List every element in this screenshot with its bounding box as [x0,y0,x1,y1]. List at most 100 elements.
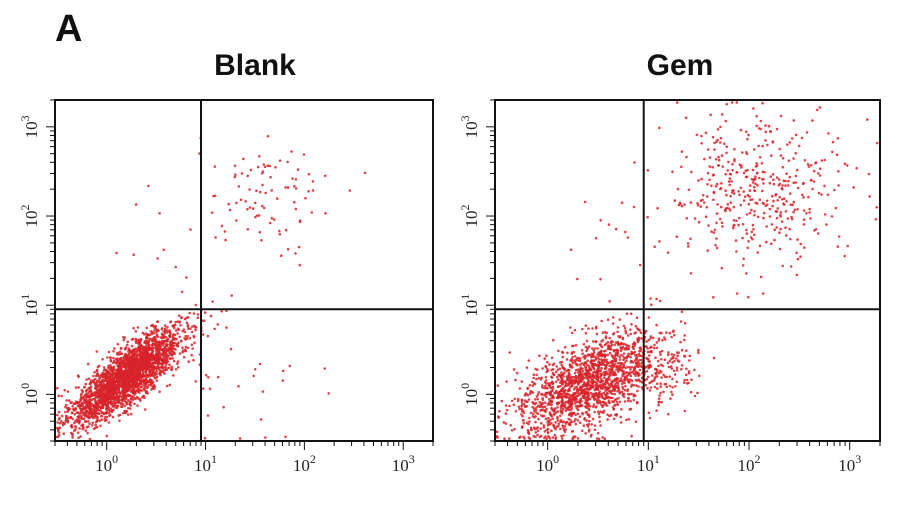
data-point [646,216,649,219]
data-point [161,337,164,340]
data-point [551,408,554,411]
data-point [765,241,768,244]
data-point [571,421,574,424]
data-point [286,161,289,164]
data-point [658,127,661,130]
data-point [761,145,764,148]
data-point [144,347,147,350]
data-point [575,423,578,426]
data-point [571,332,574,335]
data-point [531,384,534,387]
data-point [674,385,677,388]
data-point [619,401,622,404]
data-point [725,103,728,106]
plot-title: Blank [214,49,296,82]
data-point [782,166,785,169]
data-point [753,148,756,151]
data-point [618,369,621,372]
data-point [617,349,620,352]
data-point [627,378,630,381]
data-point [97,402,100,405]
data-point [633,344,636,347]
data-point [632,348,635,351]
data-point [634,331,637,334]
data-point [755,165,758,168]
data-point [526,388,529,391]
data-point [74,408,77,411]
data-point [715,237,718,240]
data-point [240,199,243,202]
data-point [747,296,750,299]
data-point [584,417,587,420]
data-point [623,382,626,385]
data-point [601,405,604,408]
data-point [561,366,564,369]
data-point [169,352,172,355]
data-point [547,435,550,438]
data-point [140,364,143,367]
data-point [133,376,136,379]
data-point [122,339,125,342]
data-point [596,401,599,404]
data-point [586,364,589,367]
data-point [498,410,501,413]
data-point [194,329,197,332]
data-point [624,367,627,370]
data-point [674,373,677,376]
data-point [605,364,608,367]
data-point [638,373,641,376]
data-point [107,395,110,398]
data-point [586,384,589,387]
data-point [547,417,550,420]
data-point [605,335,608,338]
data-point [676,366,679,369]
data-point [670,336,673,339]
data-point [89,438,92,441]
data-point [724,189,727,192]
data-point [681,349,684,352]
data-point [686,379,689,382]
data-point [620,342,623,345]
data-point [627,397,630,400]
data-point [298,246,301,249]
data-point [177,360,180,363]
data-point [83,401,86,404]
data-point [112,416,115,419]
data-point [786,143,789,146]
data-point [549,437,552,440]
data-point [132,327,135,330]
data-point [732,189,735,192]
data-point [94,407,97,410]
data-point [737,224,740,227]
data-point [654,356,657,359]
data-point [156,320,159,323]
data-point [630,312,633,315]
data-point [781,220,784,223]
data-point [109,414,112,417]
data-point [694,217,697,220]
data-point [299,219,302,222]
data-point [818,192,821,195]
data-point [98,412,101,415]
data-point [81,389,84,392]
data-point [590,392,593,395]
data-point [191,331,194,334]
data-point [803,223,806,226]
data-point [781,198,784,201]
data-point [153,329,156,332]
data-point [791,137,794,140]
data-point [716,212,719,215]
data-point [574,414,577,417]
data-point [671,353,674,356]
data-point [533,426,536,429]
data-point [120,353,123,356]
data-point [579,357,582,360]
data-point [569,326,572,329]
data-point [820,193,823,196]
data-point [561,390,564,393]
data-point [806,131,809,134]
data-point [204,437,207,440]
data-point [105,379,108,382]
data-point [125,388,128,391]
